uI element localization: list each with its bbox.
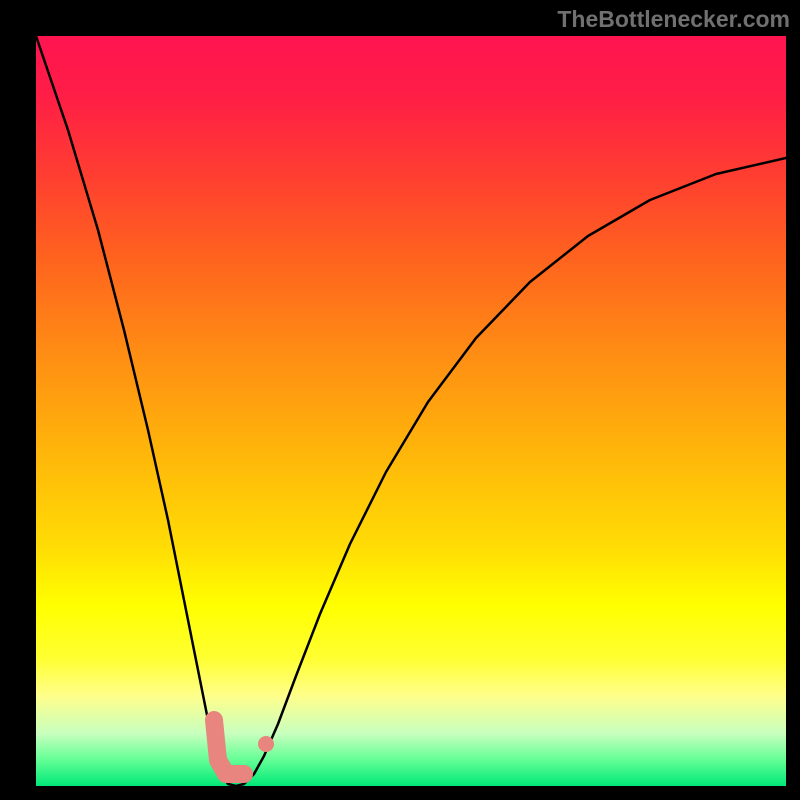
highlight-dot <box>258 736 274 752</box>
highlight-marker <box>214 720 244 774</box>
watermark-text: TheBottlenecker.com <box>557 6 790 33</box>
chart-container: TheBottlenecker.com <box>0 0 800 800</box>
gradient-rect <box>36 36 786 786</box>
plot-background <box>36 36 786 786</box>
bottleneck-curve <box>36 36 786 786</box>
